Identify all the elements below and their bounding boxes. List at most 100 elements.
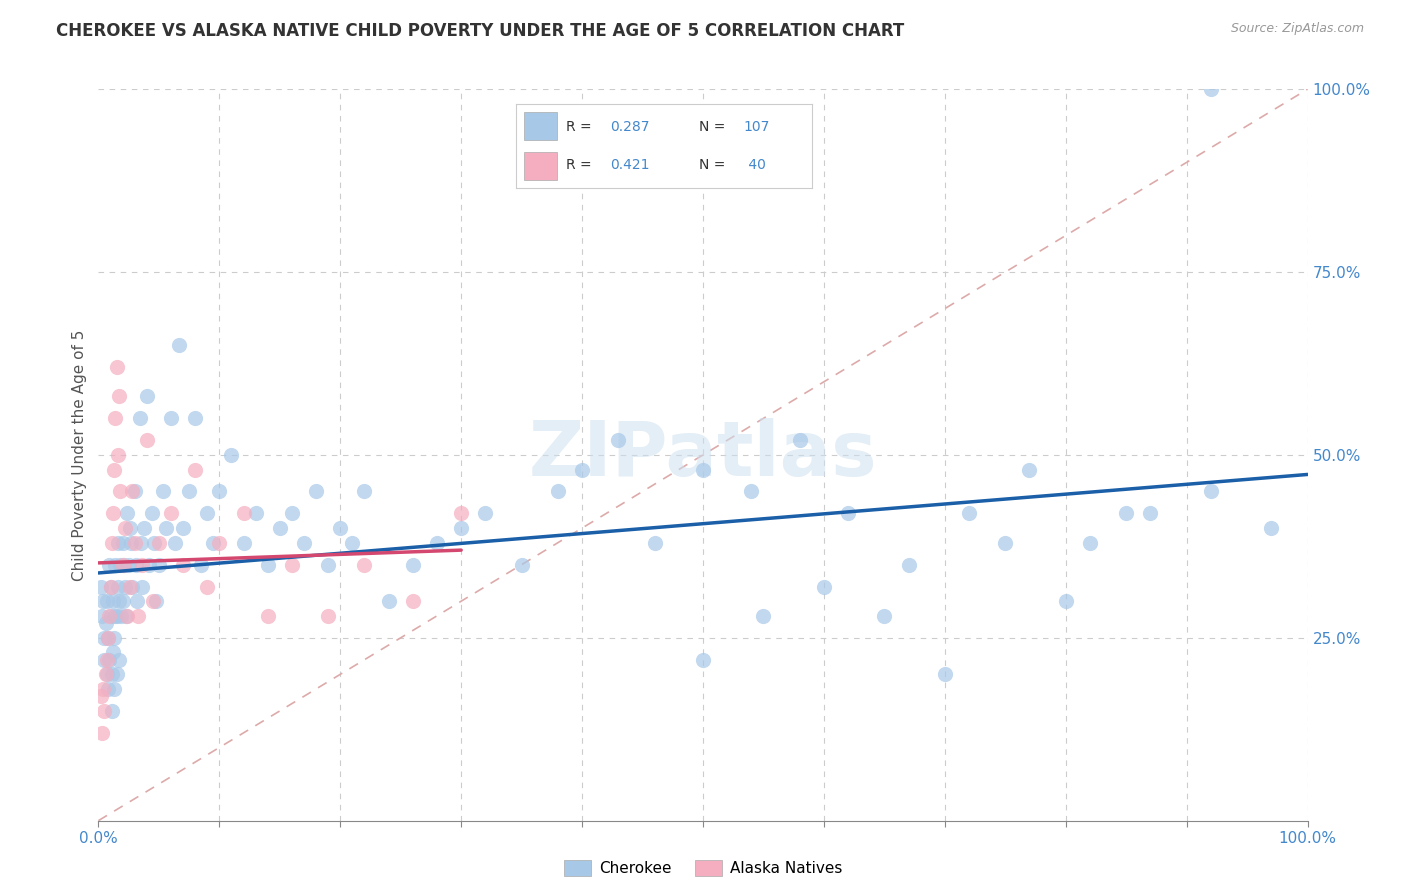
Point: [128, 411, 150, 425]
Point: [138, 558, 160, 572]
Point: [148, 535, 170, 549]
Point: [117, 608, 139, 623]
Point: [111, 594, 134, 608]
Point: [510, 558, 533, 572]
Point: [155, 521, 177, 535]
Point: [426, 535, 449, 549]
Point: [98, 653, 121, 667]
Point: [107, 535, 129, 549]
Point: [342, 535, 364, 549]
Point: [91, 681, 114, 696]
Point: [100, 608, 122, 623]
Point: [107, 448, 129, 462]
Point: [1139, 507, 1161, 521]
Point: [100, 580, 122, 594]
Legend: Cherokee, Alaska Natives: Cherokee, Alaska Natives: [558, 855, 848, 882]
Text: ZIPatlas: ZIPatlas: [529, 418, 877, 491]
Point: [994, 535, 1017, 549]
Point: [105, 667, 128, 681]
Point: [127, 608, 149, 623]
Point: [256, 608, 278, 623]
Point: [124, 484, 146, 499]
Point: [104, 558, 127, 572]
Point: [789, 434, 811, 448]
Point: [108, 389, 131, 403]
Point: [111, 535, 134, 549]
Point: [450, 507, 472, 521]
Point: [127, 594, 149, 608]
Point: [98, 608, 121, 623]
Point: [93, 704, 115, 718]
Point: [142, 594, 165, 608]
Point: [98, 558, 121, 572]
Point: [121, 580, 143, 594]
Point: [114, 580, 136, 594]
Point: [90, 580, 112, 594]
Point: [100, 535, 122, 549]
Point: [96, 653, 118, 667]
Point: [121, 484, 143, 499]
Point: [163, 535, 186, 549]
Point: [94, 667, 117, 681]
Point: [129, 535, 152, 549]
Point: [134, 521, 156, 535]
Point: [232, 535, 254, 549]
Point: [96, 594, 118, 608]
Point: [169, 338, 191, 352]
Point: [208, 535, 231, 549]
Point: [97, 681, 120, 696]
Point: [115, 608, 138, 623]
Point: [1054, 594, 1077, 608]
Point: [256, 558, 278, 572]
Point: [897, 558, 920, 572]
Point: [752, 608, 775, 623]
Point: [1199, 484, 1222, 499]
Point: [202, 535, 225, 549]
Point: [114, 521, 136, 535]
Point: [402, 594, 425, 608]
Point: [108, 484, 131, 499]
Point: [172, 558, 194, 572]
Point: [1018, 462, 1040, 476]
Point: [93, 631, 115, 645]
Point: [91, 608, 114, 623]
Point: [184, 462, 207, 476]
Point: [108, 558, 131, 572]
Point: [329, 521, 352, 535]
Point: [184, 411, 207, 425]
Point: [131, 558, 153, 572]
Point: [245, 507, 267, 521]
Point: [94, 616, 117, 631]
Point: [101, 507, 124, 521]
Point: [91, 594, 114, 608]
Point: [131, 580, 153, 594]
Point: [124, 535, 146, 549]
Point: [402, 558, 425, 572]
Point: [103, 631, 125, 645]
Point: [957, 507, 980, 521]
Point: [450, 521, 472, 535]
Point: [135, 434, 157, 448]
Point: [103, 681, 125, 696]
Point: [100, 667, 122, 681]
Point: [547, 484, 569, 499]
Y-axis label: Child Poverty Under the Age of 5: Child Poverty Under the Age of 5: [72, 329, 87, 581]
Point: [118, 521, 141, 535]
Point: [105, 360, 128, 375]
Point: [179, 484, 201, 499]
Point: [135, 389, 157, 403]
Point: [1078, 535, 1101, 549]
Point: [103, 462, 125, 476]
Point: [96, 667, 118, 681]
Point: [281, 558, 304, 572]
Point: [143, 535, 166, 549]
Point: [117, 507, 139, 521]
Point: [91, 726, 114, 740]
Point: [152, 484, 174, 499]
Point: [111, 558, 134, 572]
Point: [221, 448, 243, 462]
Point: [100, 704, 122, 718]
Point: [148, 558, 170, 572]
Point: [692, 462, 714, 476]
Point: [104, 608, 127, 623]
